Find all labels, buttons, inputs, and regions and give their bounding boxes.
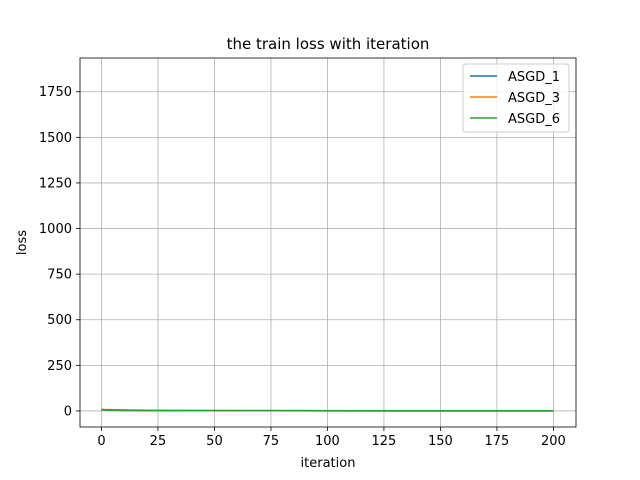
y-tick-label: 750 xyxy=(47,268,72,283)
plot-area-frame xyxy=(79,57,577,428)
y-axis-label: loss xyxy=(15,230,30,255)
x-tick-label: 100 xyxy=(315,434,340,449)
chart-title: the train loss with iteration xyxy=(227,35,430,53)
x-tick-label: 75 xyxy=(263,434,280,449)
y-tick-label: 0 xyxy=(64,404,72,419)
legend-box xyxy=(462,63,570,133)
legend-label: ASGD_1 xyxy=(508,70,560,85)
x-tick-label: 150 xyxy=(428,434,453,449)
x-axis-label: iteration xyxy=(301,456,356,471)
y-tick-label: 1750 xyxy=(39,85,72,100)
y-tick-label: 500 xyxy=(47,313,72,328)
y-tick-label: 1500 xyxy=(39,131,72,146)
legend-label: ASGD_3 xyxy=(508,91,560,106)
legend: ASGD_1 ASGD_3 ASGD_6 xyxy=(462,63,570,133)
axis-ticks: 0 25 50 75 100 125 150 175 200 0 250 500 750 1000 1250… xyxy=(39,85,566,449)
grid xyxy=(80,58,576,427)
x-tick-label: 50 xyxy=(206,434,223,449)
y-tick-label: 1000 xyxy=(39,222,72,237)
series-line-asgd_6 xyxy=(101,408,554,412)
x-tick-label: 175 xyxy=(484,434,509,449)
legend-label: ASGD_6 xyxy=(508,112,560,127)
x-tick-label: 125 xyxy=(372,434,397,449)
x-tick-label: 0 xyxy=(97,434,105,449)
series-lines xyxy=(101,408,554,412)
y-tick-label: 1250 xyxy=(39,176,72,191)
y-tick-label: 250 xyxy=(47,359,72,374)
x-tick-label: 25 xyxy=(150,434,167,449)
x-tick-label: 200 xyxy=(541,434,566,449)
